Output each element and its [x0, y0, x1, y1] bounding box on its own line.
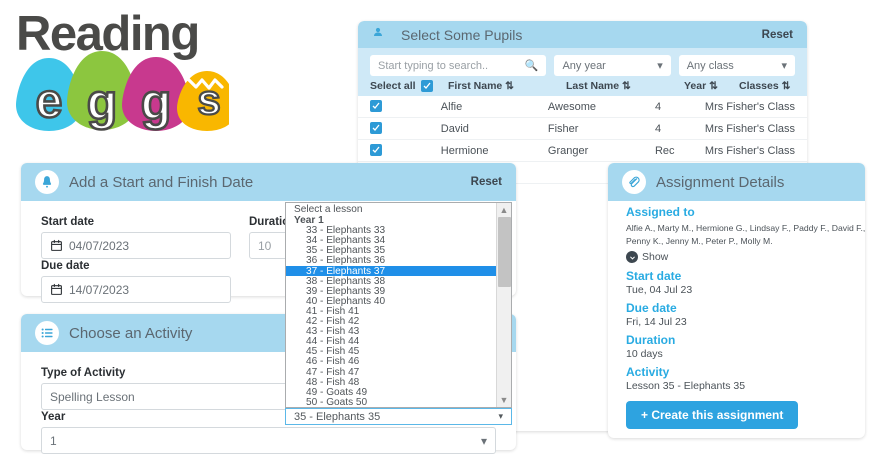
svg-text:g: g [87, 74, 118, 130]
svg-text:e: e [36, 75, 63, 128]
svg-text:s: s [197, 76, 220, 123]
svg-text:g: g [141, 74, 172, 130]
